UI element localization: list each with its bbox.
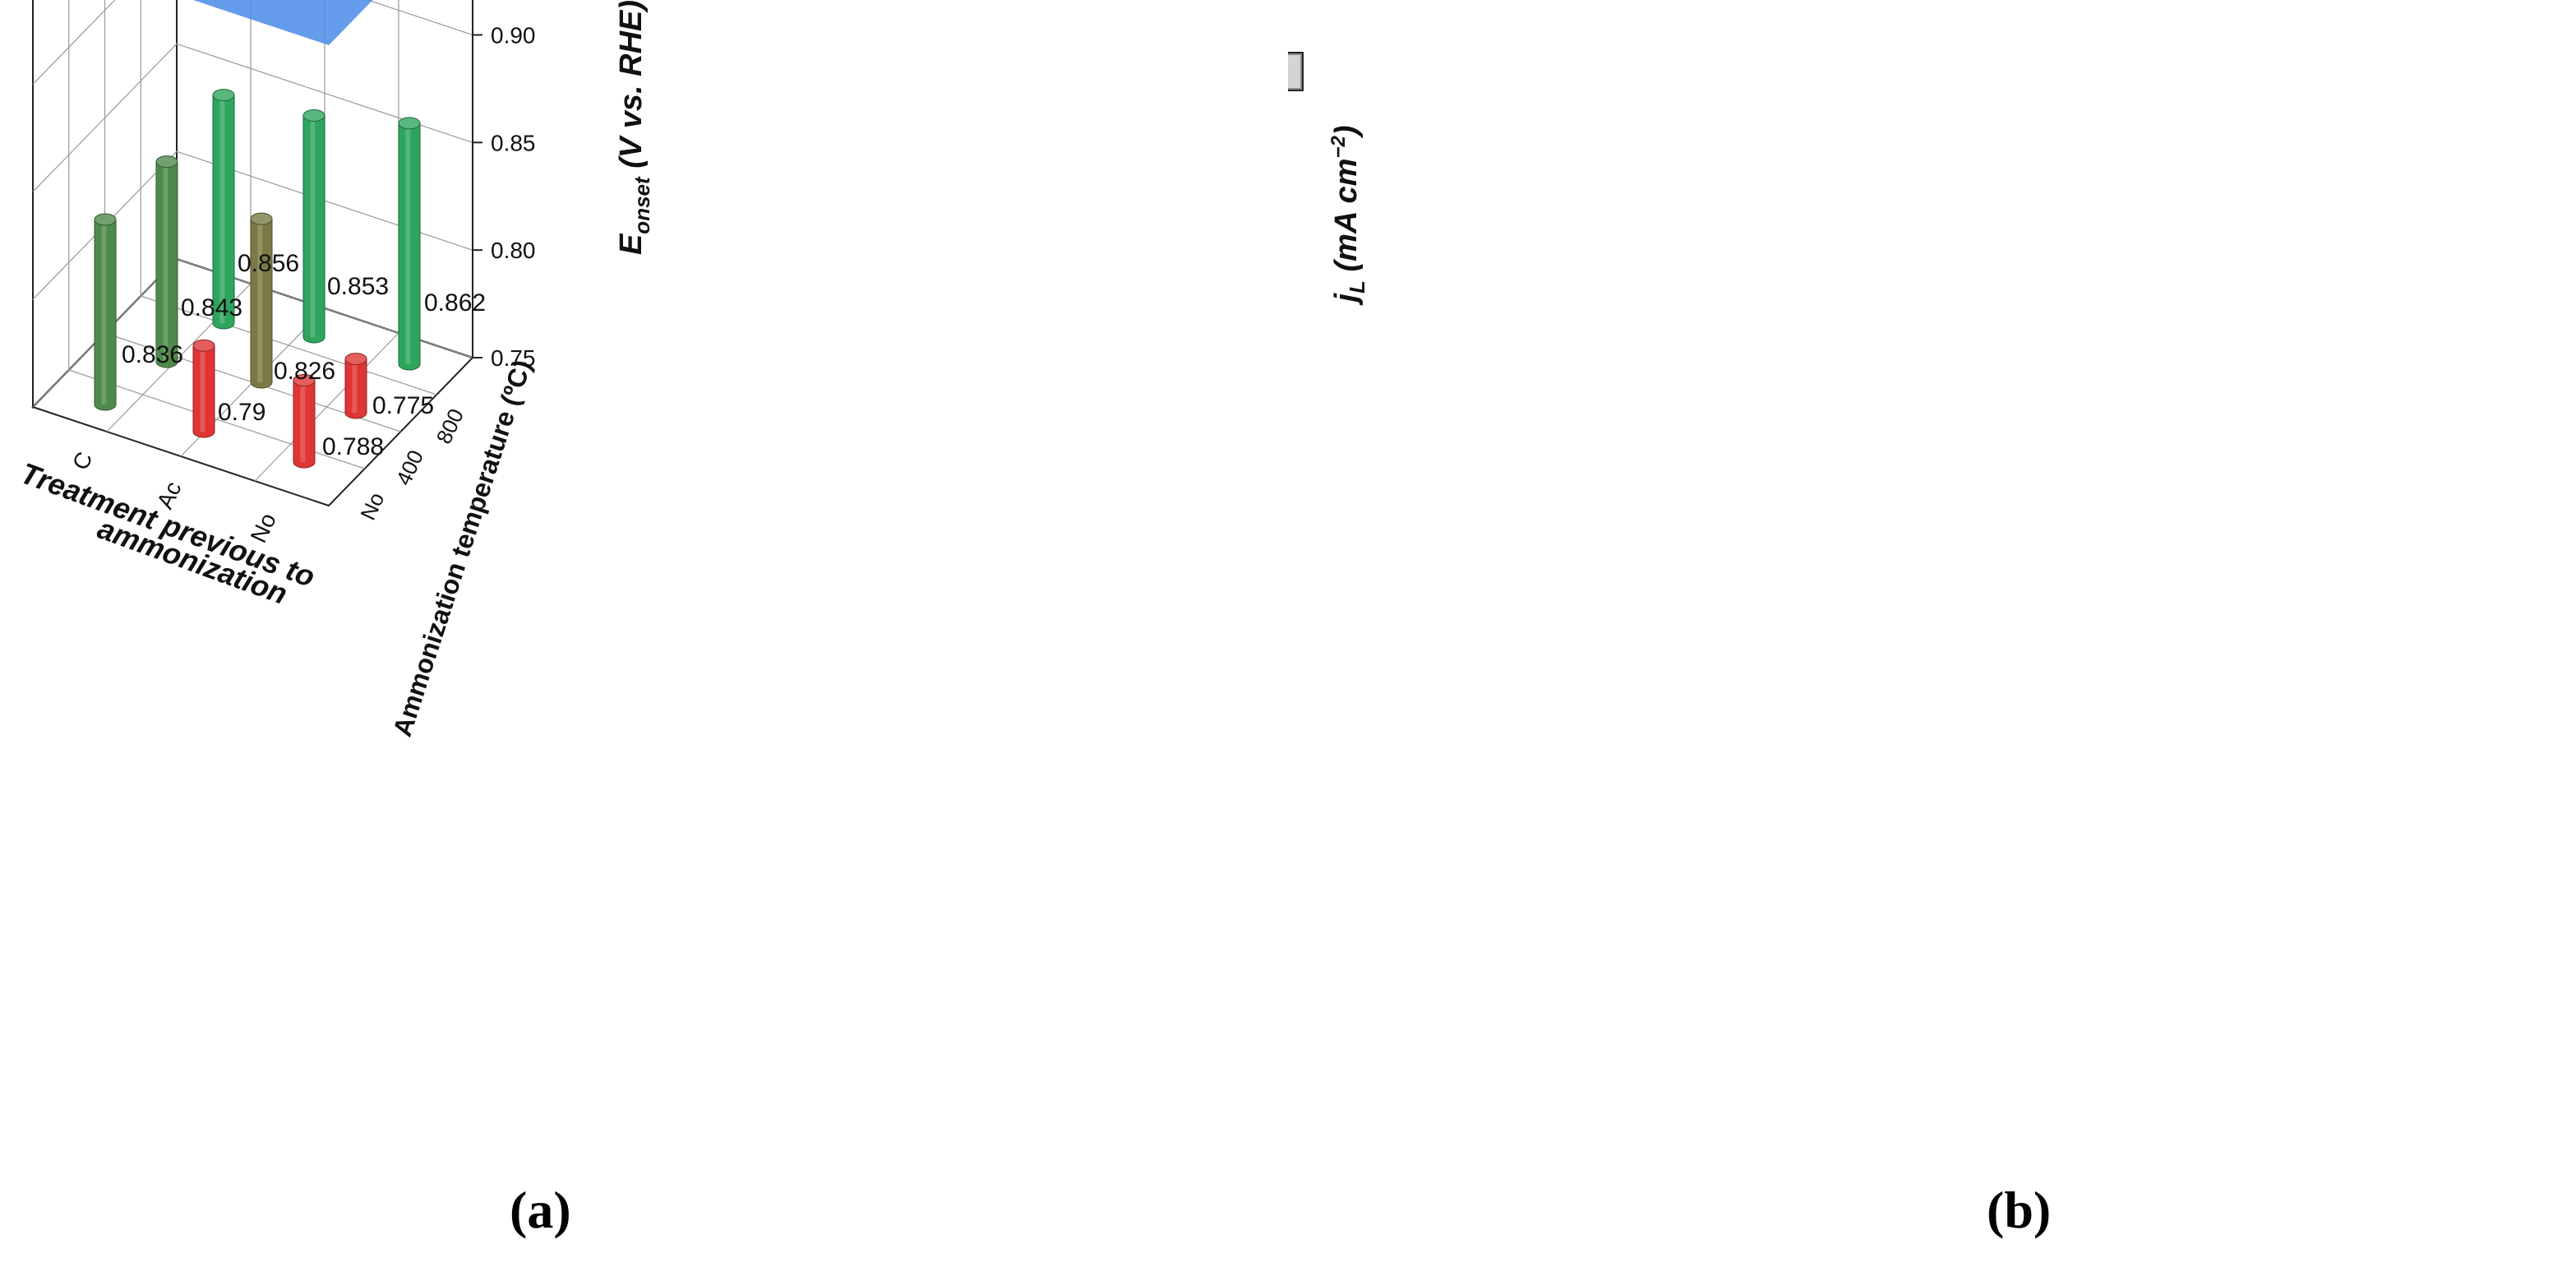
panel-label-b: (b) (1987, 1181, 2052, 1239)
bar-c-800 (155, 155, 178, 368)
chart-panel-a: 0.750.800.850.900.950.964Eonset (V vs. R… (16, 0, 654, 1239)
bar-no-400 (344, 353, 367, 419)
bar-highlight (310, 115, 316, 337)
z-grid-line (32, 150, 473, 300)
bar-top (293, 374, 316, 387)
bar-top (302, 109, 325, 122)
data-label: 0.79 (218, 399, 265, 426)
bar-highlight (352, 358, 358, 413)
data-label: 0.843 (181, 294, 242, 321)
z-tick-label: 0.75 (491, 345, 536, 371)
bar-no-no (293, 374, 316, 469)
bar-highlight (200, 345, 205, 432)
z-grid-line (32, 0, 473, 85)
bar-top (212, 89, 235, 102)
z-title-rest: (V vs. RHE) (614, 0, 649, 177)
bar-highlight (300, 380, 306, 462)
z-title-rest: (mA cm (1329, 159, 1364, 281)
bar-highlight (101, 219, 107, 405)
z-tick-label: 0.85 (491, 130, 536, 155)
z-title-end: ) (1329, 126, 1364, 140)
data-label: 0.856 (238, 250, 299, 277)
bar-ac-800 (212, 89, 235, 330)
z-title-sub: onset (630, 176, 654, 234)
bar-top (398, 117, 421, 130)
bar-highlight (219, 95, 225, 323)
z-axis-title: jL (mA cm−2) (1327, 126, 1369, 307)
bar-no-800 (302, 109, 325, 344)
chart-panel-b: 0.00.20.40.60.81.01.21.41.525jL (mA cm−2… (1288, 0, 2576, 1267)
bar-highlight (163, 161, 169, 362)
chart-a-svg: 0.750.800.850.900.950.964Eonset (V vs. R… (16, 0, 654, 740)
data-label: 0.853 (327, 273, 389, 300)
y-tick-label: 400 (391, 446, 429, 489)
data-label: 0.862 (424, 289, 486, 317)
z-grid-line (32, 43, 473, 192)
floor-grid-line (68, 369, 365, 469)
bar-top (344, 353, 367, 366)
bar-highlight (405, 123, 411, 364)
data-label: 0.788 (322, 433, 384, 460)
bar-top (250, 212, 273, 225)
z-title-sup: −2 (1327, 136, 1350, 159)
x-tick-label: C (67, 448, 98, 474)
floor-grid-line (141, 295, 437, 395)
bar-top (155, 155, 178, 169)
data-label: 0.826 (274, 358, 335, 385)
z-tick-label: 0.80 (491, 238, 536, 263)
panel-label-a: (a) (510, 1181, 571, 1239)
z-tick-label: 0.90 (491, 22, 536, 48)
z-title-main: j (1329, 293, 1364, 307)
bar-ac-400 (250, 212, 273, 389)
bar-c-400 (94, 213, 117, 411)
z-axis-title: Eonset (V vs. RHE) (614, 0, 654, 255)
plane-value-box-inner (1288, 55, 1300, 88)
bar-top (94, 213, 117, 226)
y-tick-label: 800 (432, 405, 469, 447)
bar-top (192, 339, 215, 352)
reference-plane (193, 0, 373, 45)
data-label: 0.836 (122, 341, 183, 368)
data-label: 0.775 (372, 392, 434, 419)
y-tick-label: No (355, 488, 389, 524)
z-title-main: E (614, 233, 649, 255)
bar-ac-no (192, 339, 215, 438)
bar-no-1200 (398, 117, 421, 371)
chart-b-svg: 0.00.20.40.60.81.01.21.41.525jL (mA cm−2… (1288, 52, 1369, 307)
bar-highlight (257, 219, 263, 382)
z-title-sub: L (1345, 280, 1369, 294)
